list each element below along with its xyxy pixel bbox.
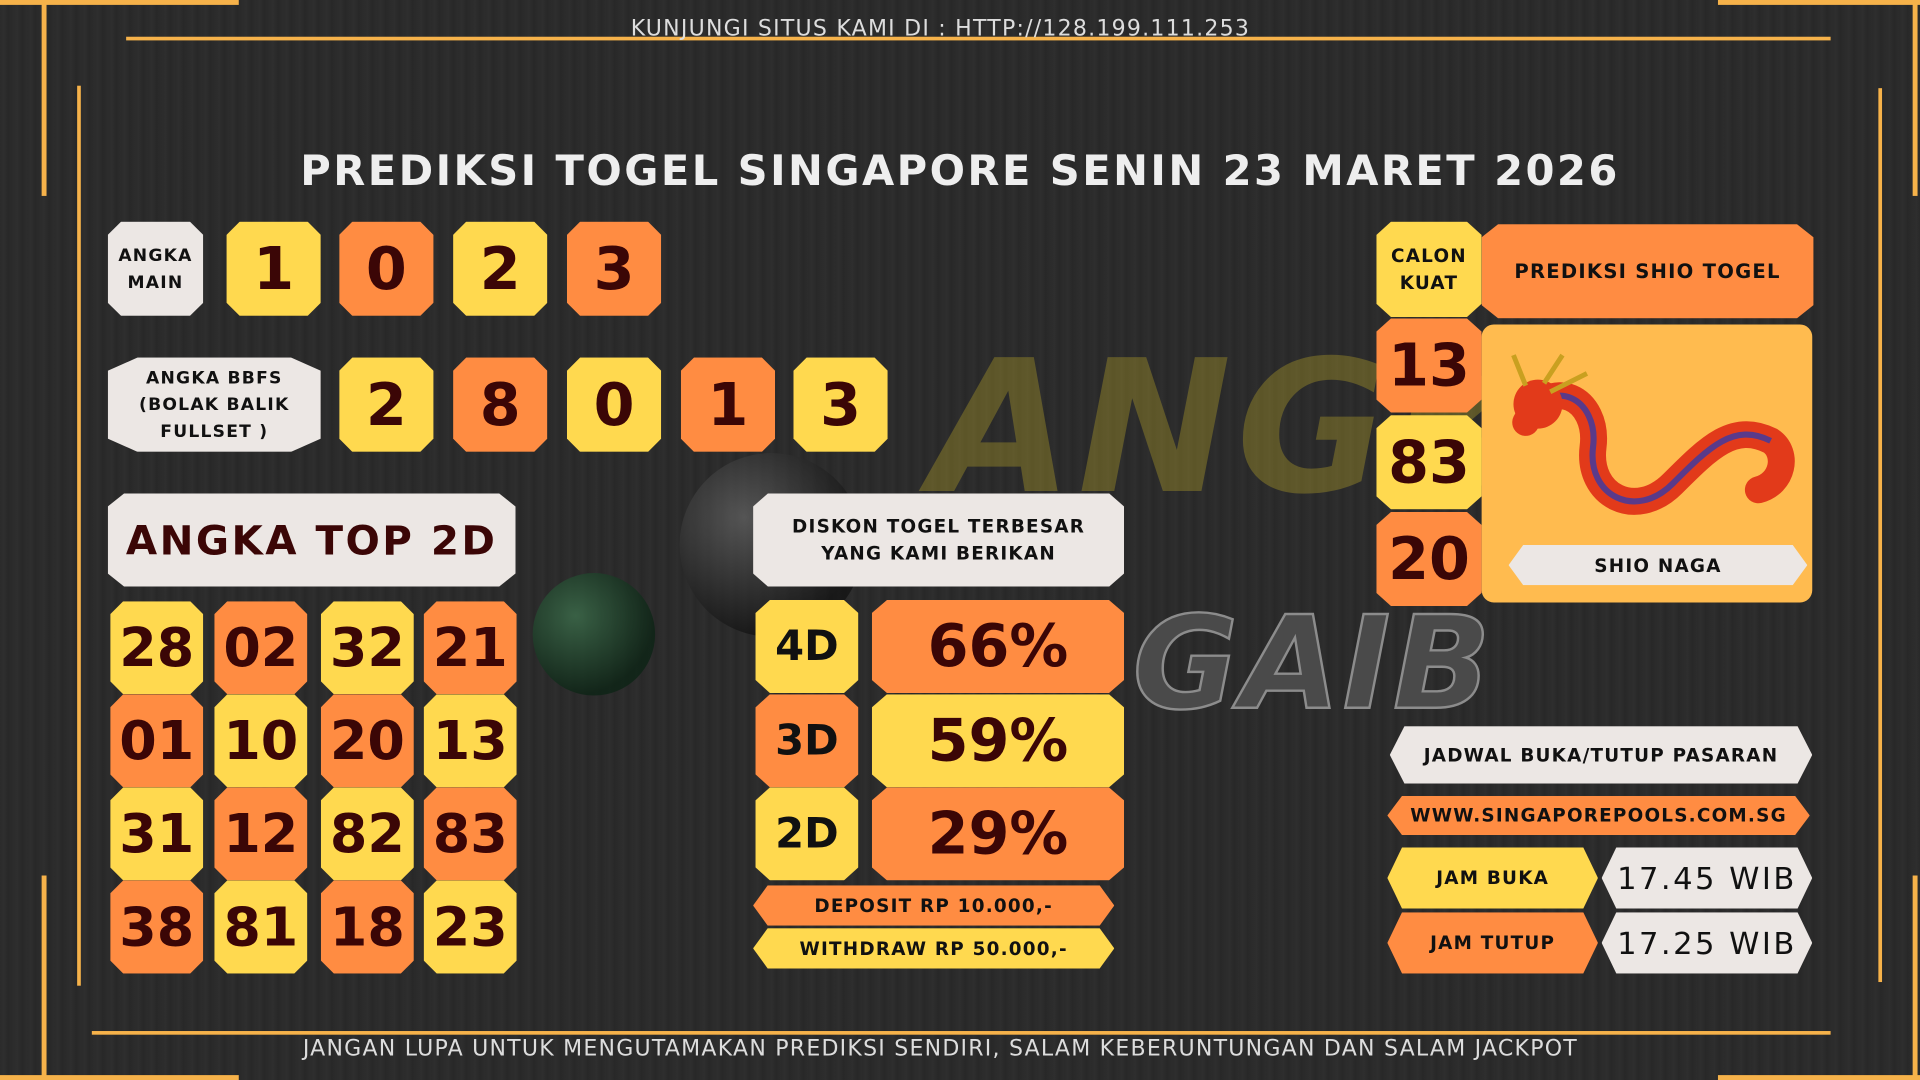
calon-kuat-number: 13 — [1376, 318, 1482, 413]
top2d-number: 31 — [110, 787, 204, 881]
top2d-number: 20 — [320, 694, 414, 788]
top2d-number: 02 — [214, 601, 308, 695]
bbfs-number: 1 — [680, 357, 776, 452]
angka-main-number: 0 — [339, 221, 434, 316]
bbfs-number: 3 — [793, 357, 888, 452]
frame-line — [41, 875, 47, 1080]
dragon-icon — [1511, 353, 1795, 515]
diskon-label: DISKON TOGEL TERBESAR YANG KAMI BERIKAN — [753, 493, 1125, 587]
top2d-number: 10 — [214, 694, 308, 788]
visit-site-text: KUNJUNGI SITUS KAMI DI : HTTP://128.199.… — [630, 15, 1251, 42]
top2d-number: 82 — [320, 787, 414, 881]
watermark-logo: GAIB — [1131, 588, 1494, 739]
frame-line — [91, 1031, 1831, 1035]
diskon-value: 59% — [871, 694, 1125, 788]
frame-line — [1912, 875, 1918, 1080]
jam-buka-time: 17.45 WIB — [1602, 847, 1813, 908]
page-title: PREDIKSI TOGEL SINGAPORE SENIN 23 MARET … — [300, 146, 1620, 196]
frame-line — [0, 1075, 239, 1080]
top2d-number: 38 — [110, 880, 204, 974]
bbfs-number: 0 — [566, 357, 662, 452]
jam-tutup-label: JAM TUTUP — [1387, 912, 1598, 973]
shio-name: SHIO NAGA — [1509, 545, 1808, 585]
top2d-number: 13 — [423, 694, 517, 788]
top2d-number: 12 — [214, 787, 308, 881]
top2d-number: 32 — [320, 601, 414, 695]
jadwal-title: JADWAL BUKA/TUTUP PASARAN — [1390, 726, 1812, 784]
shio-panel: SHIO NAGA — [1481, 324, 1813, 603]
top2d-number: 23 — [423, 880, 517, 974]
prediksi-shio-title: PREDIKSI SHIO TOGEL — [1481, 224, 1814, 319]
top2d-number: 01 — [110, 694, 204, 788]
calon-kuat-label: CALON KUAT — [1376, 221, 1482, 318]
angka-main-label: ANGKA MAIN — [107, 221, 204, 316]
top2d-number: 83 — [423, 787, 517, 881]
diskon-type: 4D — [755, 600, 859, 694]
footer-text: JANGAN LUPA UNTUK MENGUTAMAKAN PREDIKSI … — [302, 1035, 1579, 1062]
diskon-value: 29% — [871, 787, 1125, 881]
frame-line — [1912, 0, 1918, 196]
frame-line — [77, 85, 81, 986]
angka-main-number: 3 — [566, 221, 662, 316]
frame-line — [1717, 0, 1920, 5]
jam-buka-label: JAM BUKA — [1387, 847, 1598, 908]
pasaran-site-link[interactable]: WWW.SINGAPOREPOOLS.COM.SG — [1387, 796, 1809, 835]
top2d-number: 81 — [214, 880, 308, 974]
frame-line — [41, 0, 47, 196]
ball-decoration — [532, 573, 656, 696]
top2d-label: ANGKA TOP 2D — [107, 493, 516, 587]
angka-main-number: 2 — [453, 221, 548, 316]
bbfs-label: ANGKA BBFS (BOLAK BALIK FULLSET ) — [107, 357, 321, 452]
bbfs-number: 2 — [339, 357, 434, 452]
diskon-type: 3D — [755, 694, 859, 788]
frame-line — [0, 0, 239, 5]
jam-tutup-time: 17.25 WIB — [1602, 912, 1813, 973]
diskon-value: 66% — [871, 600, 1125, 694]
bbfs-number: 8 — [453, 357, 548, 452]
frame-line — [126, 36, 1831, 41]
frame-line — [1878, 88, 1883, 983]
top2d-number: 21 — [423, 601, 517, 695]
calon-kuat-number: 20 — [1376, 511, 1482, 607]
angka-main-number: 1 — [226, 221, 321, 316]
withdraw-info: WITHDRAW RP 50.000,- — [753, 928, 1114, 968]
frame-line — [1717, 1075, 1920, 1080]
calon-kuat-number: 83 — [1376, 415, 1482, 510]
diskon-type: 2D — [755, 787, 859, 881]
top2d-number: 28 — [110, 601, 204, 695]
top2d-number: 18 — [320, 880, 414, 974]
deposit-info: DEPOSIT RP 10.000,- — [753, 885, 1114, 925]
